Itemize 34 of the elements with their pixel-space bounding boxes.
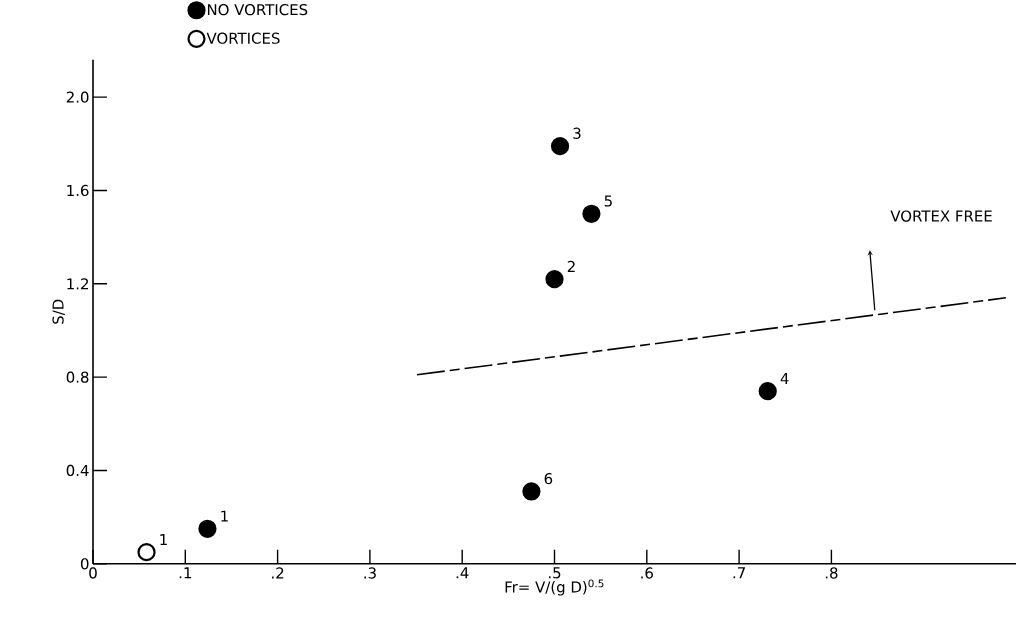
x-tick-label: .8 — [825, 567, 838, 579]
x-tick-label: .1 — [179, 567, 192, 579]
x-tick-label: .6 — [641, 567, 653, 579]
y-tick-label: 0.4 — [66, 464, 89, 477]
point — [758, 382, 777, 401]
annotation: 1 — [221, 510, 228, 522]
y-tick-label: 0 — [80, 558, 89, 570]
x-tick-label: .3 — [364, 567, 376, 579]
x-tick-label: .7 — [733, 567, 745, 579]
y-tick-label: 1.2 — [67, 278, 88, 290]
point — [198, 519, 217, 538]
point — [137, 543, 156, 562]
x-tick-label: .4 — [456, 567, 469, 579]
x-tick-label: .5 — [548, 567, 561, 579]
annotation: 4 — [780, 373, 789, 385]
legend-label: NO VORTICES — [207, 4, 308, 16]
annotation: 5 — [604, 195, 612, 207]
annotation: 2 — [567, 260, 575, 273]
point — [550, 137, 570, 156]
point — [522, 482, 541, 501]
y-tick-label: 0.8 — [66, 371, 89, 383]
annotation: VORTEX FREE — [890, 210, 992, 222]
x-tick-label: .2 — [272, 567, 284, 579]
y-tick-label: 2.0 — [66, 91, 89, 103]
y-tick-label: 1.6 — [67, 184, 89, 197]
y-axis-title: S/D — [52, 299, 65, 324]
legend-label: VORTICES — [206, 32, 280, 44]
point — [582, 204, 601, 223]
annotation: 1 — [160, 534, 167, 546]
point — [545, 270, 564, 289]
annotation: 6 — [544, 473, 553, 485]
annotation: 3 — [573, 127, 581, 140]
x-tick-label: 0 — [89, 567, 97, 579]
x-axis-title: Fr= V/(g D)$^{0.5}$ — [505, 579, 604, 596]
